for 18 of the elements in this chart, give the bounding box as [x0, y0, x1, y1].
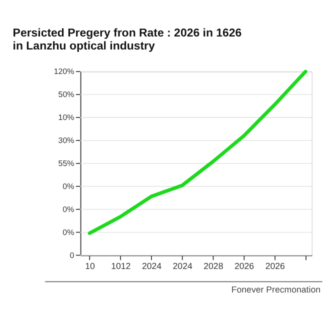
x-tick-label: 2026	[265, 260, 286, 271]
x-tick-label: 2026	[234, 260, 254, 271]
text: 0	[70, 250, 75, 260]
text: 10%	[58, 113, 74, 122]
text: 0%	[62, 182, 74, 192]
x-tick-label: 2024	[172, 260, 192, 271]
x-tick-label: 2024	[142, 260, 162, 271]
text: 120%	[54, 67, 74, 76]
x-tick-label: 1012	[111, 260, 131, 271]
text: 55%	[58, 159, 74, 168]
text: 50%	[58, 90, 74, 100]
x-tick-label: 10	[85, 260, 96, 271]
text: 0%	[62, 228, 74, 237]
x-tick-label: 2028	[204, 260, 224, 271]
text: 30%	[58, 136, 74, 146]
text: 0%	[62, 204, 74, 214]
chart-title: Persicted Pregery fron Rate : 2026 in 1626 in Lanzhu optical industry	[12, 27, 242, 53]
text: Fonever Precmonation	[231, 284, 321, 294]
